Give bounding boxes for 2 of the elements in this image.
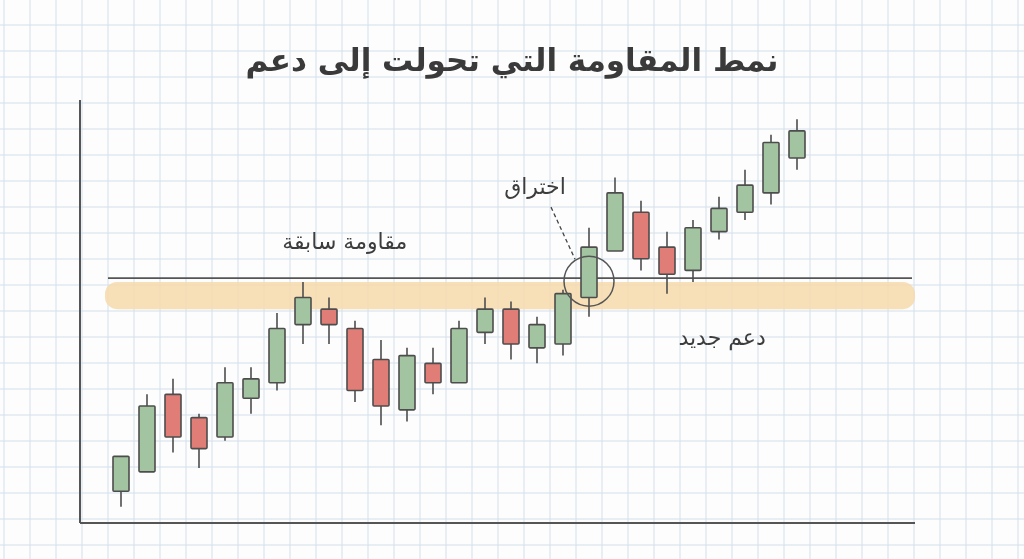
title: نمط المقاومة التي تحولت إلى دعم [245,42,779,78]
annotation: اختراق [504,174,566,200]
